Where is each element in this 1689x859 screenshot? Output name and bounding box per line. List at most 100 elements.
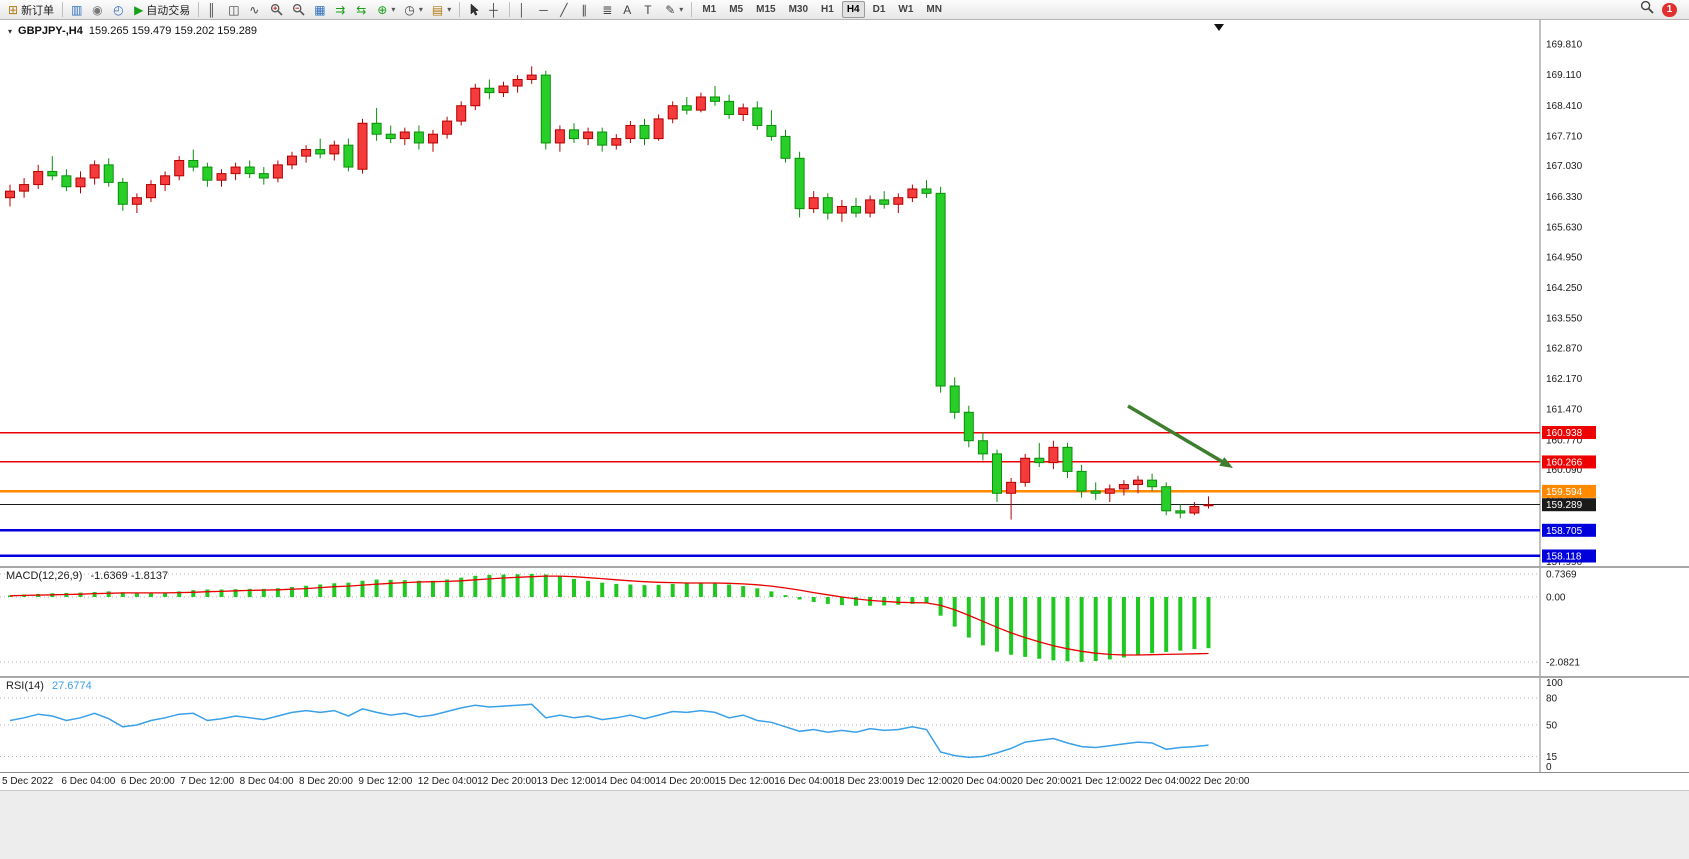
rsi-panel[interactable]: 100 80 50 150 — [0, 678, 1689, 772]
tile-windows-icon: ▦ — [314, 2, 326, 17]
profile-button[interactable]: ◉ — [88, 1, 108, 19]
price-badge-160.938 — [1542, 426, 1596, 440]
zoom-out-button[interactable] — [288, 1, 309, 19]
time-axis-label: 20 Dec 04:00 — [952, 776, 1012, 787]
play-icon: ▶ — [134, 2, 144, 17]
toolbar: ⊞ 新订单 ▥ ◉ ◴ ▶ 自动交易 ║ ◫ ∿ ▦ ⇉ ⇆ ⊕ ▾ ◷ ▾ ▤ ▾ ┼ │ ─ ╱ ∥ ≣ A T ✎ ▾ M1 M5 M1… — [0, 0, 1689, 20]
auto-scroll-button[interactable]: ⇉ — [331, 1, 351, 19]
time-axis-label: 12 Dec 04:00 — [417, 776, 478, 787]
templates-button[interactable]: ▤ ▾ — [428, 1, 455, 19]
svg-text:158.705: 158.705 — [1546, 526, 1583, 537]
timeframe-button-mn[interactable]: MN — [926, 4, 942, 15]
line-chart-icon: ∿ — [249, 2, 260, 17]
chart-window-icon: ▥ — [71, 2, 83, 17]
symbol-dropdown-icon[interactable]: ▾ — [8, 26, 13, 36]
macd-values: -1.6369 -1.8137 — [90, 570, 169, 582]
trendline-button[interactable]: ╱ — [556, 1, 576, 19]
vertical-line-button[interactable]: │ — [514, 1, 534, 19]
svg-text:160.266: 160.266 — [1546, 457, 1583, 468]
chart-title: ▾ GBPJPY-,H4 159.265 159.479 159.202 159… — [8, 25, 257, 37]
time-axis-label: 19 Dec 12:00 — [893, 776, 953, 787]
price-chart-panel[interactable]: 169.810 169.110 168.410 167.710 167.030 166.3… — [0, 20, 1689, 566]
price-badge-159.289 — [1542, 498, 1596, 512]
time-axis-label: 9 Dec 12:00 — [358, 776, 413, 787]
rsi-axis-label: 50 — [1546, 721, 1558, 732]
timeframe-button-d1[interactable]: D1 — [872, 4, 886, 15]
rsi-line — [9, 703, 1209, 759]
timeframe-button-m1[interactable]: M1 — [702, 4, 717, 15]
rsi-axis-label: 15 — [1546, 752, 1558, 763]
notification-badge[interactable]: 1 — [1662, 2, 1677, 17]
indicators-add-icon: ⊕ — [377, 2, 388, 17]
timeframe-button-m5[interactable]: M5 — [729, 4, 744, 15]
chart-end-marker-icon[interactable] — [1214, 24, 1224, 31]
chart-shift-button[interactable]: ⇆ — [352, 1, 372, 19]
periods-button[interactable]: ◷ ▾ — [400, 1, 427, 19]
zoom-in-button[interactable] — [266, 1, 287, 19]
crosshair-button[interactable]: ┼ — [485, 1, 505, 19]
svg-text:159.289: 159.289 — [1546, 500, 1583, 511]
text-label-button[interactable]: T — [640, 1, 660, 19]
time-axis-label: 22 Dec 20:00 — [1190, 776, 1250, 787]
time-axis-label: 7 Dec 12:00 — [180, 776, 235, 787]
channel-button[interactable]: ∥ — [577, 1, 597, 19]
arrow-shaft — [1127, 404, 1223, 464]
vertical-line-icon: │ — [518, 2, 526, 17]
auto-trading-button[interactable]: ▶ 自动交易 — [130, 1, 194, 19]
time-axis-label: 8 Dec 20:00 — [299, 776, 353, 787]
auto-trading-button-label: 自动交易 — [146, 4, 191, 17]
macd-axis-label: 0.7369 — [1546, 570, 1577, 581]
window-footer — [0, 790, 1689, 859]
macd-axis-label: -2.0821 — [1546, 657, 1580, 668]
chevron-down-icon: ▾ — [391, 5, 396, 14]
rsi-axis-label: 80 — [1546, 694, 1558, 705]
ohlc-values: 159.265 159.479 159.202 159.289 — [88, 25, 258, 37]
tile-windows-button[interactable]: ▦ — [310, 1, 330, 19]
time-axis-label: 12 Dec 20:00 — [477, 776, 537, 787]
toolbar-separator — [198, 2, 200, 17]
time-axis-label: 6 Dec 20:00 — [120, 776, 175, 787]
arrows-button[interactable]: ✎ ▾ — [661, 1, 687, 19]
time-axis[interactable]: 5 Dec 2022 6 Dec 04:00 6 Dec 20:00 7 Dec 12… — [0, 772, 1689, 790]
time-axis-label: 14 Dec 20:00 — [655, 776, 715, 787]
macd-panel[interactable]: 0.7369 0.00 -2.0821 — [0, 568, 1689, 676]
svg-text:160.938: 160.938 — [1546, 428, 1583, 439]
trend-arrow-annotation[interactable] — [1127, 404, 1233, 468]
symbol-timeframe-label: GBPJPY-,H4 — [18, 25, 83, 37]
text-button[interactable]: A — [619, 1, 639, 19]
panel-splitter[interactable] — [0, 676, 1689, 678]
rsi-axis-label: 0 — [1546, 762, 1552, 772]
toolbar-separator — [62, 2, 64, 17]
time-axis-label: 22 Dec 04:00 — [1130, 776, 1191, 787]
horizontal-line-button[interactable]: ─ — [535, 1, 555, 19]
timeframe-button-h4[interactable]: H4 — [841, 1, 865, 18]
toolbar-right-group: 1 — [1640, 0, 1685, 19]
cursor-button[interactable] — [464, 1, 484, 19]
bars-chart-type-button[interactable]: ║ — [203, 1, 223, 19]
ohlc-bars-icon: ║ — [207, 2, 216, 17]
indicators-button[interactable]: ⊕ ▾ — [373, 1, 399, 19]
toolbar-separator — [691, 2, 693, 17]
market-watch-button[interactable]: ◴ — [109, 1, 129, 19]
templates-icon: ▤ — [431, 2, 444, 17]
price-axis-label: 163.550 — [1546, 314, 1583, 325]
macd-name: MACD(12,26,9) — [6, 570, 83, 582]
line-chart-type-button[interactable]: ∿ — [245, 1, 265, 19]
time-axis-label: 5 Dec 2022 — [2, 776, 54, 787]
chart-shift-icon: ⇆ — [356, 2, 367, 17]
charts-window-button[interactable]: ▥ — [67, 1, 87, 19]
chevron-down-icon: ▾ — [447, 5, 452, 14]
candles-chart-type-button[interactable]: ◫ — [224, 1, 244, 19]
timeframe-button-h1[interactable]: H1 — [821, 4, 834, 15]
profile-icon: ◉ — [92, 2, 103, 17]
search-icon[interactable] — [1640, 0, 1654, 19]
panel-splitter[interactable] — [0, 566, 1689, 568]
price-axis-label: 165.630 — [1546, 223, 1583, 234]
crosshair-icon: ┼ — [489, 2, 498, 17]
timeframe-button-m15[interactable]: M15 — [756, 4, 776, 15]
new-order-button[interactable]: ⊞ 新订单 — [4, 1, 58, 19]
fibonacci-button[interactable]: ≣ — [598, 1, 618, 19]
timeframe-button-w1[interactable]: W1 — [898, 4, 914, 15]
timeframe-button-m30[interactable]: M30 — [788, 4, 809, 15]
price-axis-label: 169.810 — [1546, 40, 1583, 51]
